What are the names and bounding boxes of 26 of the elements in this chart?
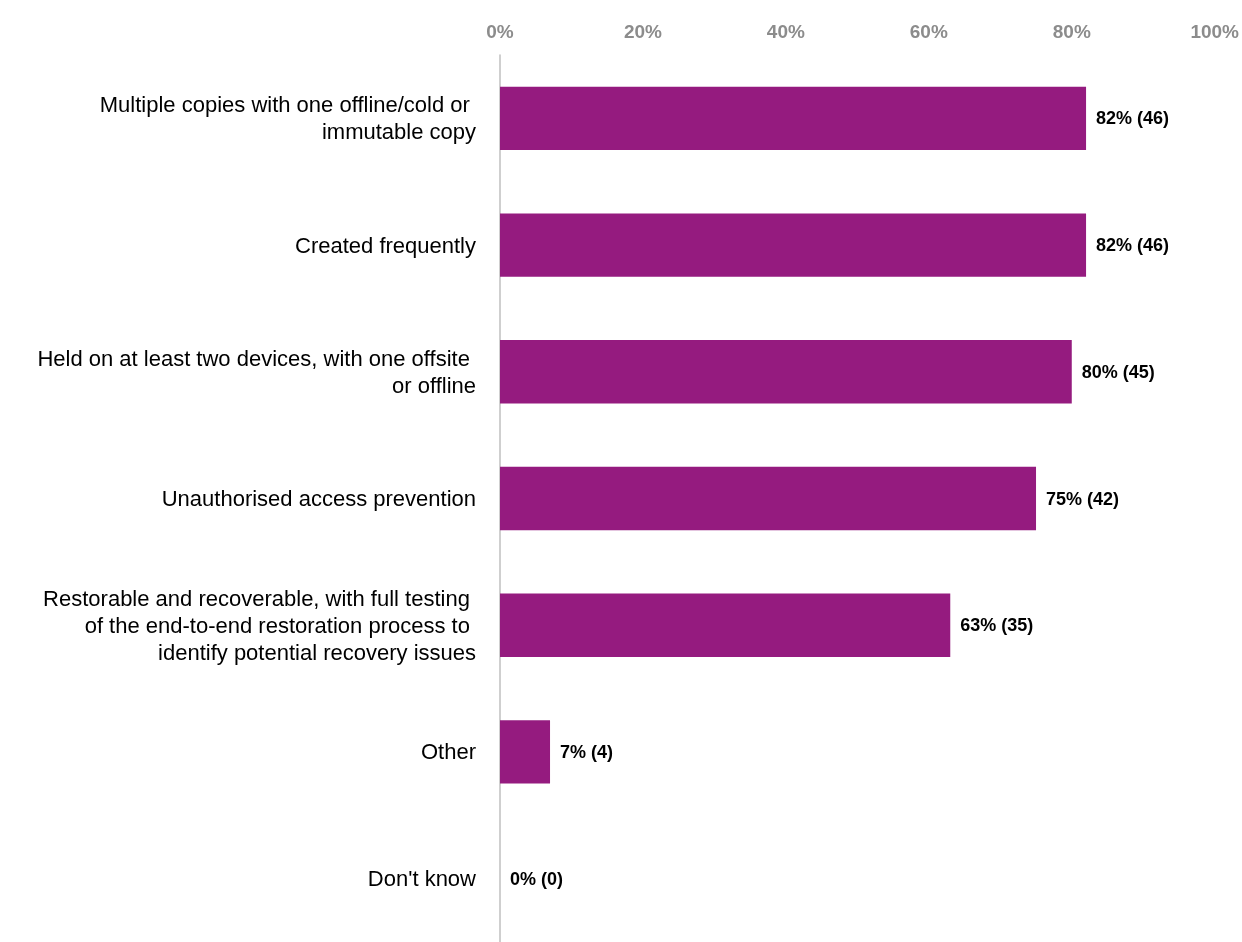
data-label: 0% (0) bbox=[510, 868, 564, 889]
bar bbox=[500, 593, 951, 657]
y-tick-label: Multiple copies with one offline/cold or immutable copy bbox=[99, 92, 476, 145]
data-label: 75% (42) bbox=[1046, 488, 1120, 509]
x-tick-label: 80% bbox=[1052, 21, 1091, 42]
x-tick-label: 40% bbox=[766, 21, 805, 42]
bar bbox=[500, 720, 551, 784]
y-tick-label: Other bbox=[420, 739, 476, 765]
bar bbox=[500, 86, 1087, 151]
data-label: 80% (45) bbox=[1081, 361, 1155, 382]
y-tick-label: Held on at least two devices, with one offsite or offline bbox=[37, 345, 476, 398]
bar bbox=[500, 213, 1087, 277]
bar bbox=[500, 340, 1072, 404]
y-tick-label: Created frequently bbox=[295, 232, 476, 258]
data-label: 63% (35) bbox=[960, 615, 1034, 636]
x-tick-label: 20% bbox=[623, 21, 663, 42]
x-tick-label: 60% bbox=[909, 21, 948, 42]
y-tick-label: Don't know bbox=[367, 866, 477, 892]
data-label: 82% (46) bbox=[1096, 235, 1170, 256]
y-tick-label: Restorable and recoverable, with full testing of the end-to-end restoration process to identify potential recovery issues bbox=[43, 585, 476, 665]
data-label: 7% (4) bbox=[560, 741, 614, 762]
data-label: 82% (46) bbox=[1096, 108, 1170, 129]
x-tick-label: 100% bbox=[1190, 21, 1240, 42]
y-tick-label: Unauthorised access prevention bbox=[161, 486, 476, 511]
bar bbox=[500, 466, 1037, 531]
x-tick-label: 0% bbox=[486, 21, 514, 42]
